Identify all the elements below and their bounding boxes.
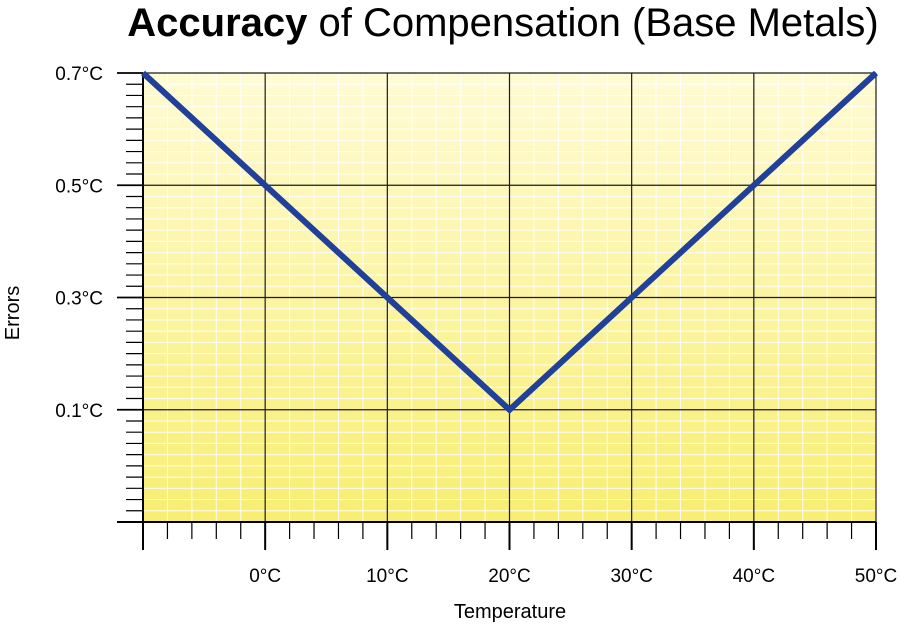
axis-ticks xyxy=(117,72,877,550)
x-tick-labels: 0°C 10°C 20°C 30°C 40°C 50°C xyxy=(249,566,897,587)
y-tick-label: 0.3°C xyxy=(55,289,103,310)
y-tick-labels: 0.1°C 0.3°C 0.5°C 0.7°C xyxy=(55,64,103,422)
y-tick-label: 0.1°C xyxy=(55,401,103,422)
series-layer xyxy=(140,70,879,414)
x-tick-label: 20°C xyxy=(488,566,530,587)
chart-title-rest: of Compensation (Base Metals) xyxy=(307,1,878,45)
y-axis-title: Errors xyxy=(2,286,24,340)
x-tick-label: 0°C xyxy=(249,566,281,587)
x-tick-label: 40°C xyxy=(733,566,775,587)
x-axis-title: Temperature xyxy=(454,601,566,623)
y-tick-label: 0.7°C xyxy=(55,64,103,85)
x-tick-label: 10°C xyxy=(366,566,408,587)
y-tick-label: 0.5°C xyxy=(55,176,103,197)
x-tick-label: 50°C xyxy=(855,566,897,587)
chart-title-bold: Accuracy xyxy=(127,1,308,45)
x-tick-label: 30°C xyxy=(610,566,652,587)
chart-title: Accuracy of Compensation (Base Metals) xyxy=(127,1,879,45)
